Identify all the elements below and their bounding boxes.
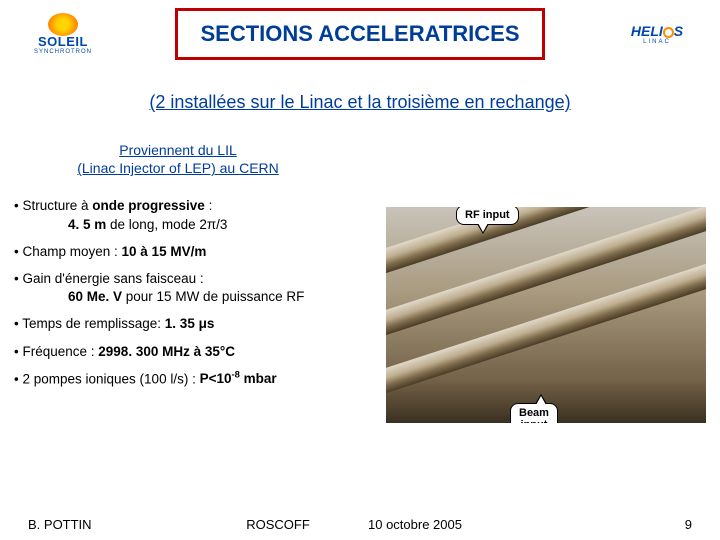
logo-right-name: HELI S [631,23,683,39]
origin-line1: Proviennent du LIL [119,142,237,158]
photo-accelerator: RF output RF input Beam input [386,207,706,423]
b5-b: 2998. 300 MHz à 35°C [98,344,235,359]
b1-ind-b: de long, mode 2π/3 [106,217,227,232]
b4-b: 1. 35 μs [165,316,215,331]
logo-soleil: SOLEIL SYNCHROTRON [18,13,108,55]
logo-right-post: S [674,23,683,39]
b4-a: • Temps de remplissage: [14,316,165,331]
b1-indent: 4. 5 m de long, mode 2π/3 [68,217,227,232]
logo-left-name: SOLEIL [38,34,88,49]
ring-icon [663,27,674,38]
b3-ind-b: pour 15 MW de puissance RF [122,289,304,304]
rf-input-text: RF input [465,209,510,221]
logo-helios: HELI S LINAC [612,13,702,55]
b6-b-wrap: P<10-8 mbar [200,371,277,386]
b2-a: • Champ moyen : [14,244,122,259]
sun-icon [48,13,78,36]
subtitle: (2 installées sur le Linac et la troisiè… [0,92,720,113]
b3-a: • Gain d'énergie sans faisceau : [14,271,204,286]
beam-l2: input [521,419,548,423]
origin-line2: (Linac Injector of LEP) au CERN [77,160,279,176]
origin-text: Proviennent du LIL (Linac Injector of LE… [38,141,318,177]
callout-beam-input: Beam input [510,403,558,423]
logo-right-sub: LINAC [643,39,671,45]
b6-c: mbar [240,371,277,386]
b5-a: • Fréquence : [14,344,98,359]
b6-a: • 2 pompes ioniques (100 l/s) : [14,371,200,386]
callout-tail-icon [535,394,547,404]
b1-b: onde progressive [92,198,205,213]
b3-indent: 60 Me. V pour 15 MW de puissance RF [68,289,304,304]
footer-author: B. POTTIN [28,517,188,532]
footer-date: 10 octobre 2005 [368,517,548,532]
callout-rf-input: RF input [456,207,519,225]
callout-tail-icon [477,224,489,234]
content-area: Proviennent du LIL (Linac Injector of LE… [0,141,720,389]
footer-location: ROSCOFF [188,517,368,532]
footer-page: 9 [685,517,692,532]
logo-right-pre: HELI [631,23,663,39]
b3-ind-a: 60 Me. V [68,289,122,304]
footer: B. POTTIN ROSCOFF 10 octobre 2005 9 [0,517,720,532]
slide-title: SECTIONS ACCELERATRICES [175,8,544,60]
b2-b: 10 à 15 MV/m [122,244,207,259]
b1-c: : [205,198,213,213]
b1-a: • Structure à [14,198,92,213]
b6-sup: -8 [231,370,239,381]
b6-b: P<10 [200,371,232,386]
beam-l1: Beam [519,407,549,419]
header: SOLEIL SYNCHROTRON SECTIONS ACCELERATRIC… [0,0,720,60]
logo-left-sub: SYNCHROTRON [34,49,92,55]
b1-ind-a: 4. 5 m [68,217,106,232]
